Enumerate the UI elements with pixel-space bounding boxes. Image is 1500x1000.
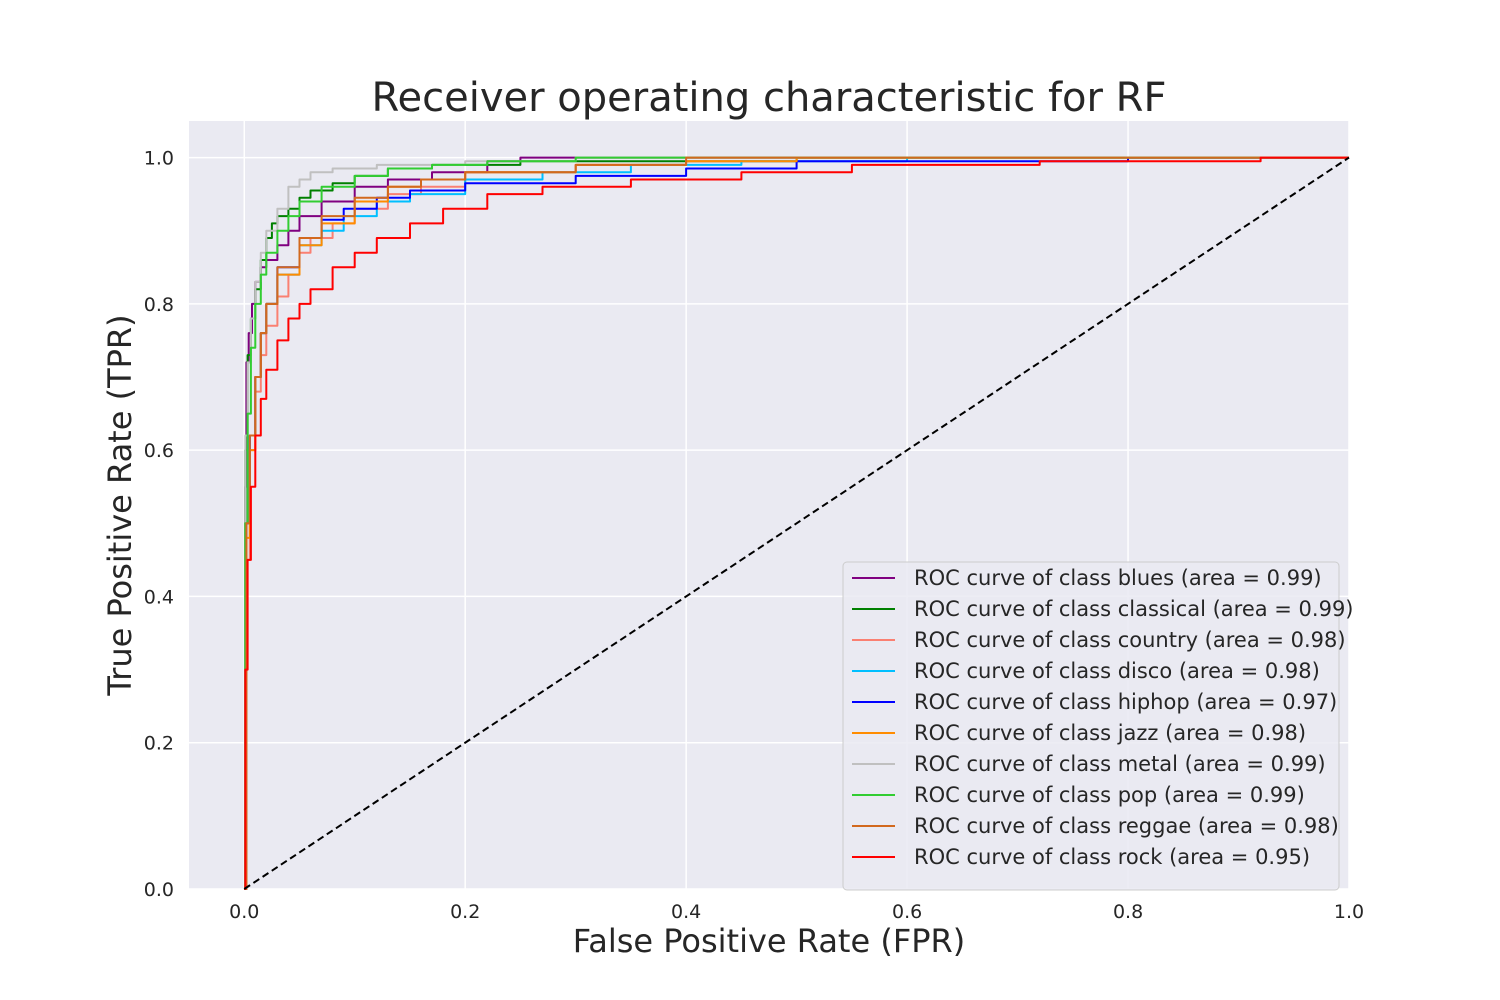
x-tick-label: 0.6 [892,901,922,923]
x-tick-label: 0.4 [671,901,701,923]
y-tick-label: 0.2 [144,733,174,755]
y-tick-label: 1.0 [144,148,174,170]
chart-title: Receiver operating characteristic for RF [372,75,1167,121]
legend-entry-label: ROC curve of class jazz (area = 0.98) [914,721,1306,745]
legend-entry-label: ROC curve of class hiphop (area = 0.97) [914,690,1337,714]
legend-entry-label: ROC curve of class reggae (area = 0.98) [914,814,1339,838]
grid [189,121,1350,890]
legend-entry-label: ROC curve of class country (area = 0.98) [914,628,1346,652]
y-tick-label: 0.6 [144,440,174,462]
x-tick-label: 0.0 [229,901,259,923]
y-tick-label: 0.0 [144,879,174,901]
legend-entry-label: ROC curve of class disco (area = 0.98) [914,659,1320,683]
legend: ROC curve of class blues (area = 0.99) RO… [842,561,1354,891]
roc-series-line-0 [244,156,1349,890]
reference-diagonal-line [243,156,1350,890]
series-lines [243,156,1350,890]
legend-entry-label: ROC curve of class classical (area = 0.9… [914,597,1354,621]
x-axis-label: False Positive Rate (FPR) [573,922,965,960]
roc-series-line-7 [244,156,1349,890]
legend-entry-label: ROC curve of class blues (area = 0.99) [914,566,1322,590]
legend-box [842,561,1340,891]
roc-series-line-9 [244,156,1349,890]
legend-entry-label: ROC curve of class metal (area = 0.99) [914,752,1326,776]
x-tick-label: 0.8 [1113,901,1143,923]
x-tick-label: 0.2 [450,901,480,923]
legend-entry-label: ROC curve of class pop (area = 0.99) [914,783,1305,807]
y-tick-label: 0.4 [144,586,174,608]
y-axis-label: True Positive Rate (TPR) [101,314,139,696]
tick-labels: 0.0 0.2 0.4 0.6 0.8 1.0 0.0 0.2 0.4 0.6 0.8 1.0 [144,148,1364,923]
y-tick-label: 0.8 [144,294,174,316]
legend-entry-label: ROC curve of class rock (area = 0.95) [914,845,1310,869]
x-tick-label: 1.0 [1334,901,1364,923]
